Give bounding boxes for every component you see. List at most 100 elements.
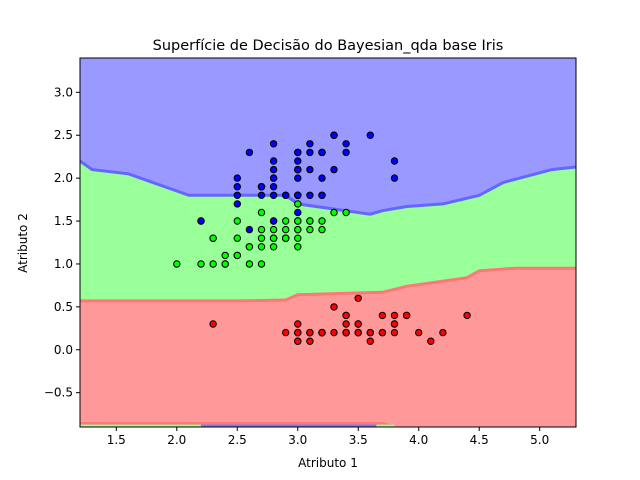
point-setosa [366,328,374,337]
point-virginica [282,191,290,200]
plot-frame [79,57,577,428]
point-setosa [354,294,362,302]
point-versicolor [330,208,338,217]
point-virginica [233,191,242,200]
point-versicolor [173,260,181,268]
point-versicolor [294,234,302,242]
red-boundary [80,266,576,303]
point-versicolor [245,260,254,268]
decision-regions [80,58,576,427]
point-versicolor [318,217,326,225]
point-versicolor [209,234,217,242]
chart-title: Superfície de Decisão do Bayesian_qda ba… [153,38,504,54]
point-versicolor [209,260,217,268]
x-tick-label: 3.0 [288,433,307,447]
point-versicolor [306,225,314,234]
point-setosa [463,311,471,320]
y-axis-ticks: −0.5 0.0 0.5 1.0 1.5 2.0 2.5 3.0 [44,85,80,400]
point-virginica [269,157,278,165]
point-setosa [354,328,362,337]
point-versicolor [257,260,266,268]
point-virginica [306,140,314,148]
point-virginica [294,174,302,182]
point-setosa [402,311,411,320]
point-virginica [330,131,338,139]
point-versicolor [221,251,229,260]
region-blue [80,58,576,215]
point-setosa [390,320,399,328]
point-versicolor [318,225,326,234]
point-virginica [318,148,326,157]
point-virginica [342,140,350,148]
point-setosa [294,320,302,328]
y-axis-label: Atributo 2 [16,213,30,273]
point-setosa [294,328,302,337]
blue-boundary [80,159,576,216]
point-virginica [306,191,314,200]
point-virginica [257,191,266,200]
x-axis-ticks: 1.5 2.0 2.5 3.0 3.5 4.0 4.5 5.0 [107,427,549,447]
x-tick-label: 4.5 [470,433,489,447]
y-tick-label: 2.5 [54,128,73,142]
y-tick-label: 0.0 [54,343,73,357]
point-virginica [257,183,266,191]
point-versicolor [257,243,266,251]
y-tick-label: 3.0 [54,85,73,99]
point-versicolor [294,217,302,225]
point-setosa [378,328,387,337]
scatter-points [173,131,471,345]
point-versicolor [342,208,350,217]
point-virginica [245,148,254,157]
point-versicolor [282,234,290,242]
point-versicolor [269,243,278,251]
x-tick-label: 4.0 [409,433,428,447]
point-virginica [390,157,399,165]
point-virginica [269,217,278,225]
point-virginica [366,131,374,139]
point-virginica [233,200,242,208]
point-versicolor [269,234,278,242]
y-tick-label: 0.5 [54,300,73,314]
point-versicolor [257,225,266,234]
point-versicolor [233,251,242,260]
point-virginica [269,183,278,191]
point-virginica [233,183,242,191]
point-setosa [294,337,302,345]
point-setosa [306,328,314,337]
x-tick-label: 1.5 [107,433,126,447]
point-versicolor [269,225,278,234]
x-axis-label: Atributo 1 [298,456,358,470]
point-versicolor [294,225,302,234]
point-setosa [415,328,423,337]
y-tick-label: 1.5 [54,214,73,228]
x-tick-label: 2.0 [167,433,186,447]
point-setosa [439,328,447,337]
x-tick-label: 2.5 [228,433,247,447]
point-versicolor [233,234,242,242]
point-versicolor [257,208,266,217]
point-virginica [306,165,314,174]
region-red [80,268,576,427]
point-virginica [294,208,302,217]
point-virginica [269,165,278,174]
point-virginica [318,191,326,200]
point-versicolor [294,243,302,251]
point-setosa [282,328,290,337]
point-virginica [294,191,302,200]
point-virginica [294,157,302,165]
point-versicolor [306,217,314,225]
y-tick-label: 2.0 [54,171,73,185]
point-setosa [209,320,217,328]
point-setosa [342,311,350,320]
point-versicolor [282,225,290,234]
point-setosa [330,328,338,337]
point-setosa [427,337,435,345]
point-setosa [306,337,314,345]
point-versicolor [282,217,290,225]
point-setosa [330,303,338,311]
point-virginica [197,217,205,225]
point-virginica [294,165,302,174]
point-virginica [245,225,254,234]
point-versicolor [221,260,229,268]
